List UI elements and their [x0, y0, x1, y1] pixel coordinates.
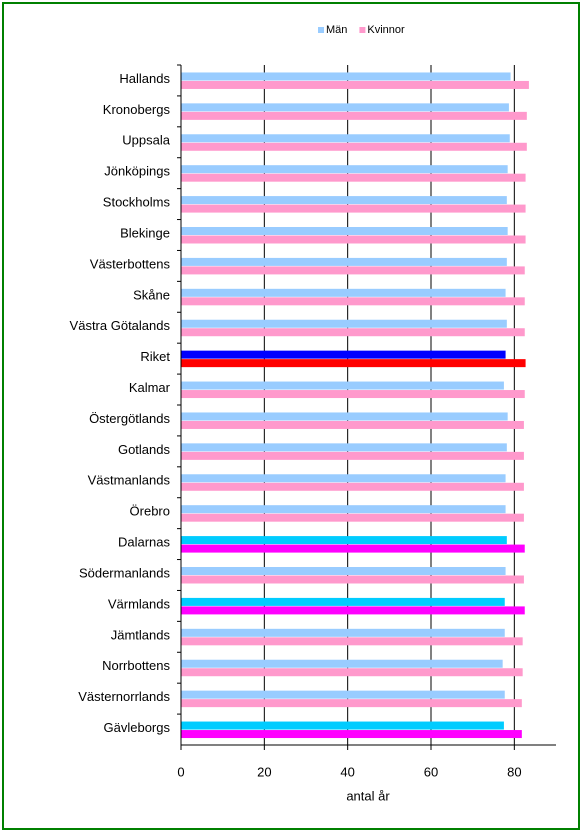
- x-tick-label: 80: [507, 764, 521, 779]
- bar: [181, 266, 525, 275]
- y-tick-label: Västmanlands: [88, 473, 171, 488]
- y-tick-label: Hallands: [119, 71, 170, 86]
- legend-label: Män: [326, 24, 347, 36]
- y-tick-label: Dalarnas: [118, 535, 171, 550]
- bar: [181, 134, 510, 143]
- y-tick-label: Västerbottens: [90, 256, 171, 271]
- bar: [181, 297, 525, 306]
- bar: [181, 699, 522, 708]
- bar: [181, 597, 505, 606]
- y-tick-label: Södermanlands: [79, 565, 171, 580]
- bar: [181, 165, 508, 174]
- bar: [181, 575, 524, 584]
- x-tick-label: 40: [340, 764, 354, 779]
- bar: [181, 690, 505, 699]
- x-axis-label: antal år: [346, 788, 390, 803]
- bar: [181, 381, 504, 390]
- bar: [181, 288, 506, 297]
- y-tick-label: Kronobergs: [103, 102, 171, 117]
- bar: [181, 659, 503, 668]
- bar: [181, 505, 506, 514]
- bar: [181, 637, 523, 646]
- legend-swatch: [359, 27, 366, 33]
- bar: [181, 257, 507, 266]
- bar: [181, 443, 507, 452]
- bar: [181, 474, 506, 483]
- bar: [181, 451, 524, 460]
- bar: [181, 359, 526, 368]
- y-tick-label: Västernorrlands: [78, 689, 170, 704]
- bar: [181, 721, 504, 730]
- y-tick-label: Västra Götalands: [70, 318, 171, 333]
- y-tick-label: Skåne: [133, 287, 170, 302]
- bar: [181, 350, 506, 359]
- bar: [181, 111, 527, 120]
- bar: [181, 235, 526, 244]
- legend-swatch: [318, 27, 324, 33]
- bar: [181, 227, 508, 235]
- y-tick-label: Jämtlands: [111, 627, 171, 642]
- bar: [181, 103, 509, 112]
- y-tick-label: Kalmar: [129, 380, 171, 395]
- bar: [181, 730, 522, 739]
- bar: [181, 142, 527, 151]
- bar: [181, 173, 526, 182]
- x-tick-label: 20: [257, 764, 271, 779]
- bar: [181, 513, 524, 522]
- bar: [181, 390, 525, 399]
- legend-label: Kvinnor: [367, 24, 405, 36]
- bar: [181, 482, 524, 491]
- bar: [181, 204, 526, 213]
- bar: [181, 668, 523, 677]
- bar: [181, 544, 525, 553]
- bar: [181, 412, 508, 421]
- x-tick-label: 0: [177, 764, 184, 779]
- y-tick-label: Riket: [140, 349, 170, 364]
- bar: [181, 567, 506, 575]
- y-tick-label: Norrbottens: [102, 658, 170, 673]
- bar: [181, 328, 525, 337]
- bar: [181, 420, 524, 429]
- y-tick-label: Uppsala: [122, 133, 170, 148]
- bar: [181, 319, 507, 328]
- x-tick-label: 60: [424, 764, 438, 779]
- bar: [181, 80, 529, 89]
- y-tick-label: Värmlands: [108, 596, 171, 611]
- bar: [181, 72, 511, 81]
- y-tick-label: Gävleborgs: [104, 720, 171, 735]
- y-tick-label: Stockholms: [103, 195, 171, 210]
- bar: [181, 606, 525, 615]
- y-tick-label: Blekinge: [120, 225, 170, 240]
- bar: [181, 536, 507, 545]
- bar: [181, 196, 507, 205]
- y-tick-label: Örebro: [130, 504, 170, 519]
- y-tick-label: Gotlands: [118, 442, 171, 457]
- y-tick-label: Östergötlands: [89, 411, 170, 426]
- bar: [181, 628, 505, 637]
- y-tick-label: Jönköpings: [104, 164, 170, 179]
